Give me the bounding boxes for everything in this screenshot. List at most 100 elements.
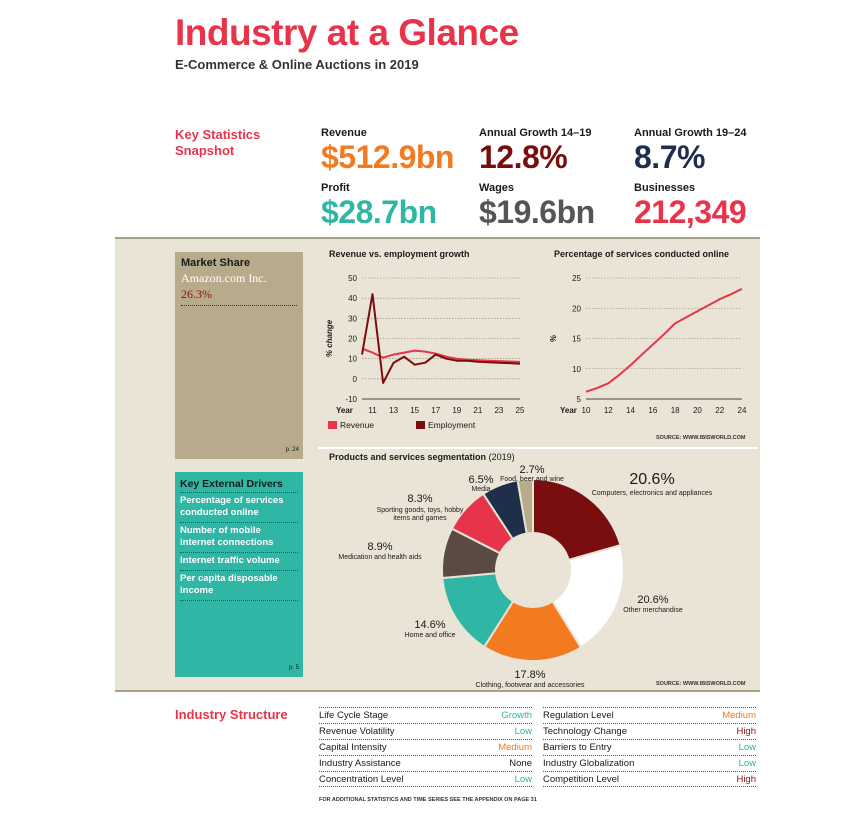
- y-tick-label: 40: [348, 294, 357, 303]
- structure-row-name: Capital Intensity: [319, 742, 387, 753]
- structure-row: Technology Change High: [543, 723, 756, 739]
- slice-value-label: 2.7%: [519, 464, 544, 476]
- y-tick-label: 20: [572, 304, 581, 313]
- structure-row-name: Barriers to Entry: [543, 742, 612, 753]
- stat-wages: Wages $19.6bn: [479, 182, 595, 231]
- x-tick-label: 23: [494, 406, 503, 415]
- y-axis-title: %: [549, 335, 558, 342]
- stat-growth-19-24-label: Annual Growth 19–24: [634, 127, 747, 139]
- slice-category-label: Medication and health aids: [338, 554, 422, 561]
- stat-wages-value: $19.6bn: [479, 194, 595, 230]
- chart-title-segmentation: Products and services segmentation (2019…: [329, 452, 515, 462]
- market-share-title: Market Share: [181, 257, 251, 269]
- stat-profit: Profit $28.7bn: [321, 182, 437, 231]
- market-share-page-ref: p. 24: [285, 447, 299, 453]
- structure-row-name: Concentration Level: [319, 774, 404, 785]
- y-tick-label: 15: [572, 335, 581, 344]
- slice-category-label: items and games: [393, 515, 447, 522]
- x-tick-label: 20: [693, 406, 702, 415]
- segmentation-donut-chart: 20.6% Computers, electronics and applianc…: [338, 464, 713, 689]
- footnote: FOR ADDITIONAL STATISTICS AND TIME SERIE…: [319, 797, 537, 803]
- industry-structure-left: Life Cycle Stage Growth Revenue Volatility…: [319, 707, 532, 787]
- legend-swatch-revenue: [328, 421, 337, 429]
- series-line-employment: [361, 293, 521, 384]
- structure-row: Regulation Level Medium: [543, 707, 756, 723]
- revenue-employment-chart: 50 40 30 20 10 0 -10 Year 11 13 15 17 19 21 23 25 % chan…: [325, 274, 525, 430]
- x-tick-label: 10: [582, 406, 591, 415]
- y-tick-label: 50: [348, 274, 357, 283]
- structure-row-value: Low: [514, 726, 532, 737]
- structure-row-value: High: [736, 726, 756, 737]
- x-axis-title: Year: [560, 406, 577, 415]
- x-tick-label: 18: [671, 406, 680, 415]
- slice-category-label: Food, beer and wine: [500, 476, 564, 483]
- slice-category-label: Computers, electronics and appliances: [592, 490, 713, 497]
- y-tick-label: -10: [345, 395, 357, 404]
- external-driver-item: Per capita disposable income: [180, 570, 298, 601]
- market-share-company: Amazon.com Inc.: [181, 271, 267, 285]
- structure-row-value: Medium: [498, 742, 532, 753]
- structure-row-name: Regulation Level: [543, 710, 614, 721]
- key-statistics-label: Key Statistics Snapshot: [175, 127, 261, 158]
- y-axis-title: % change: [325, 319, 334, 357]
- structure-row-value: Low: [738, 758, 756, 769]
- x-tick-label: 22: [715, 406, 724, 415]
- charts-divider: [318, 447, 758, 449]
- slice-category-label: Media: [471, 486, 490, 493]
- stat-revenue-value: $512.9bn: [321, 139, 454, 175]
- structure-row: Industry Assistance None: [319, 755, 532, 771]
- structure-row: Life Cycle Stage Growth: [319, 707, 532, 723]
- slice-value-label: 17.8%: [514, 669, 545, 681]
- structure-row: Capital Intensity Medium: [319, 739, 532, 755]
- x-tick-label: 12: [604, 406, 613, 415]
- x-tick-label: 25: [516, 406, 525, 415]
- slice-value-label: 8.9%: [367, 541, 392, 553]
- legend-swatch-employment: [416, 421, 425, 429]
- structure-row-value: Low: [738, 742, 756, 753]
- y-tick-label: 30: [348, 314, 357, 323]
- external-driver-item: Percentage of services conducted online: [180, 492, 298, 522]
- series-line-percentage: [585, 288, 743, 393]
- structure-row-name: Industry Globalization: [543, 758, 635, 769]
- industry-structure-right: Regulation Level Medium Technology Change H…: [543, 707, 756, 787]
- external-drivers-page-ref: p. 5: [288, 665, 299, 671]
- structure-row-name: Competition Level: [543, 774, 620, 785]
- slice-value-label: 8.3%: [407, 493, 432, 505]
- y-tick-label: 10: [348, 355, 357, 364]
- external-drivers-list: Percentage of services conducted online …: [180, 492, 298, 601]
- slice-category-label: Other merchandise: [623, 607, 683, 614]
- stat-businesses-label: Businesses: [634, 182, 696, 194]
- donut-hole: [496, 533, 570, 607]
- stat-businesses: Businesses 212,349: [634, 182, 747, 231]
- structure-row: Concentration Level Low: [319, 771, 532, 787]
- stat-growth-14-19: Annual Growth 14–19 12.8%: [479, 127, 591, 176]
- chart-source-online: SOURCE: WWW.IBISWORLD.COM: [656, 435, 746, 441]
- x-tick-label: 13: [389, 406, 398, 415]
- external-driver-item: Internet traffic volume: [180, 552, 298, 570]
- slice-value-label: 20.6%: [637, 594, 668, 606]
- x-tick-label: 16: [648, 406, 657, 415]
- stat-wages-label: Wages: [479, 182, 515, 194]
- y-tick-label: 5: [577, 395, 582, 404]
- structure-row: Revenue Volatility Low: [319, 723, 532, 739]
- stat-growth-19-24-value: 8.7%: [634, 139, 705, 175]
- stat-profit-label: Profit: [321, 182, 350, 194]
- slice-value-label: 6.5%: [468, 474, 493, 486]
- stat-profit-value: $28.7bn: [321, 194, 437, 230]
- external-drivers-box: Key External Drivers Percentage of servi…: [175, 472, 303, 677]
- x-tick-label: 24: [738, 406, 747, 415]
- industry-structure-label: Industry Structure: [175, 707, 288, 722]
- slice-category-label: Clothing, footwear and accessories: [476, 682, 585, 689]
- slice-category-label: Sporting goods, toys, hobby: [377, 507, 464, 514]
- market-share-divider: [181, 305, 297, 306]
- page-subtitle: E-Commerce & Online Auctions in 2019: [175, 57, 419, 72]
- chart-title-revenue-employment: Revenue vs. employment growth: [329, 249, 470, 259]
- structure-row-value: Growth: [501, 710, 532, 721]
- structure-row: Industry Globalization Low: [543, 755, 756, 771]
- segmentation-title-year: (2019): [488, 452, 515, 462]
- structure-row-name: Revenue Volatility: [319, 726, 395, 737]
- stat-growth-14-19-value: 12.8%: [479, 139, 568, 175]
- page-title: Industry at a Glance: [175, 12, 519, 53]
- segmentation-title-text: Products and services segmentation: [329, 452, 487, 462]
- series-line-revenue: [361, 347, 521, 363]
